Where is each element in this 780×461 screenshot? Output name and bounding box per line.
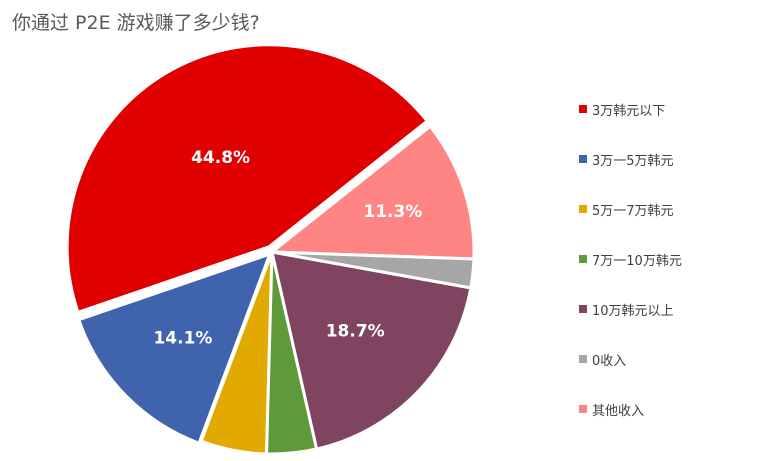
legend-label: 10万韩元以上 [592, 303, 674, 319]
legend-label: 5万一7万韩元 [592, 203, 674, 219]
data-label: 14.1% [153, 329, 212, 349]
legend-label: 其他收入 [592, 403, 645, 419]
legend-item: 3万一5万韩元 [579, 149, 682, 169]
legend-swatch [579, 155, 587, 163]
pie-slice [65, 43, 429, 314]
data-label: 11.3% [363, 202, 422, 222]
chart-title: 你通过 P2E 游戏赚了多少钱? [12, 12, 260, 34]
pie-slice [270, 250, 473, 451]
legend-swatch [579, 305, 587, 313]
pie-slice [270, 124, 476, 261]
legend-label: 0收入 [592, 353, 627, 369]
legend-swatch [579, 255, 587, 263]
legend-item: 5万一7万韩元 [579, 199, 682, 219]
legend-swatch [579, 105, 587, 113]
legend-label: 3万韩元以下 [592, 103, 666, 119]
legend-item: 7万一10万韩元 [579, 249, 682, 269]
legend-label: 7万一10万韩元 [592, 253, 682, 269]
legend-swatch [579, 405, 587, 413]
legend-swatch [579, 205, 587, 213]
legend-item: 10万韩元以上 [579, 299, 682, 319]
legend-swatch [579, 355, 587, 363]
legend-item: 其他收入 [579, 399, 682, 419]
data-label: 44.8% [191, 148, 250, 168]
data-label: 18.7% [326, 322, 385, 342]
legend: 3万韩元以下 3万一5万韩元 5万一7万韩元 7万一10万韩元 10万韩元以上 0收入其他… [579, 99, 682, 449]
pie-slice [77, 252, 272, 445]
legend-item: 0收入 [579, 349, 682, 369]
legend-label: 3万一5万韩元 [592, 153, 674, 169]
pie-slice [270, 250, 476, 290]
legend-item: 3万韩元以下 [579, 99, 682, 119]
